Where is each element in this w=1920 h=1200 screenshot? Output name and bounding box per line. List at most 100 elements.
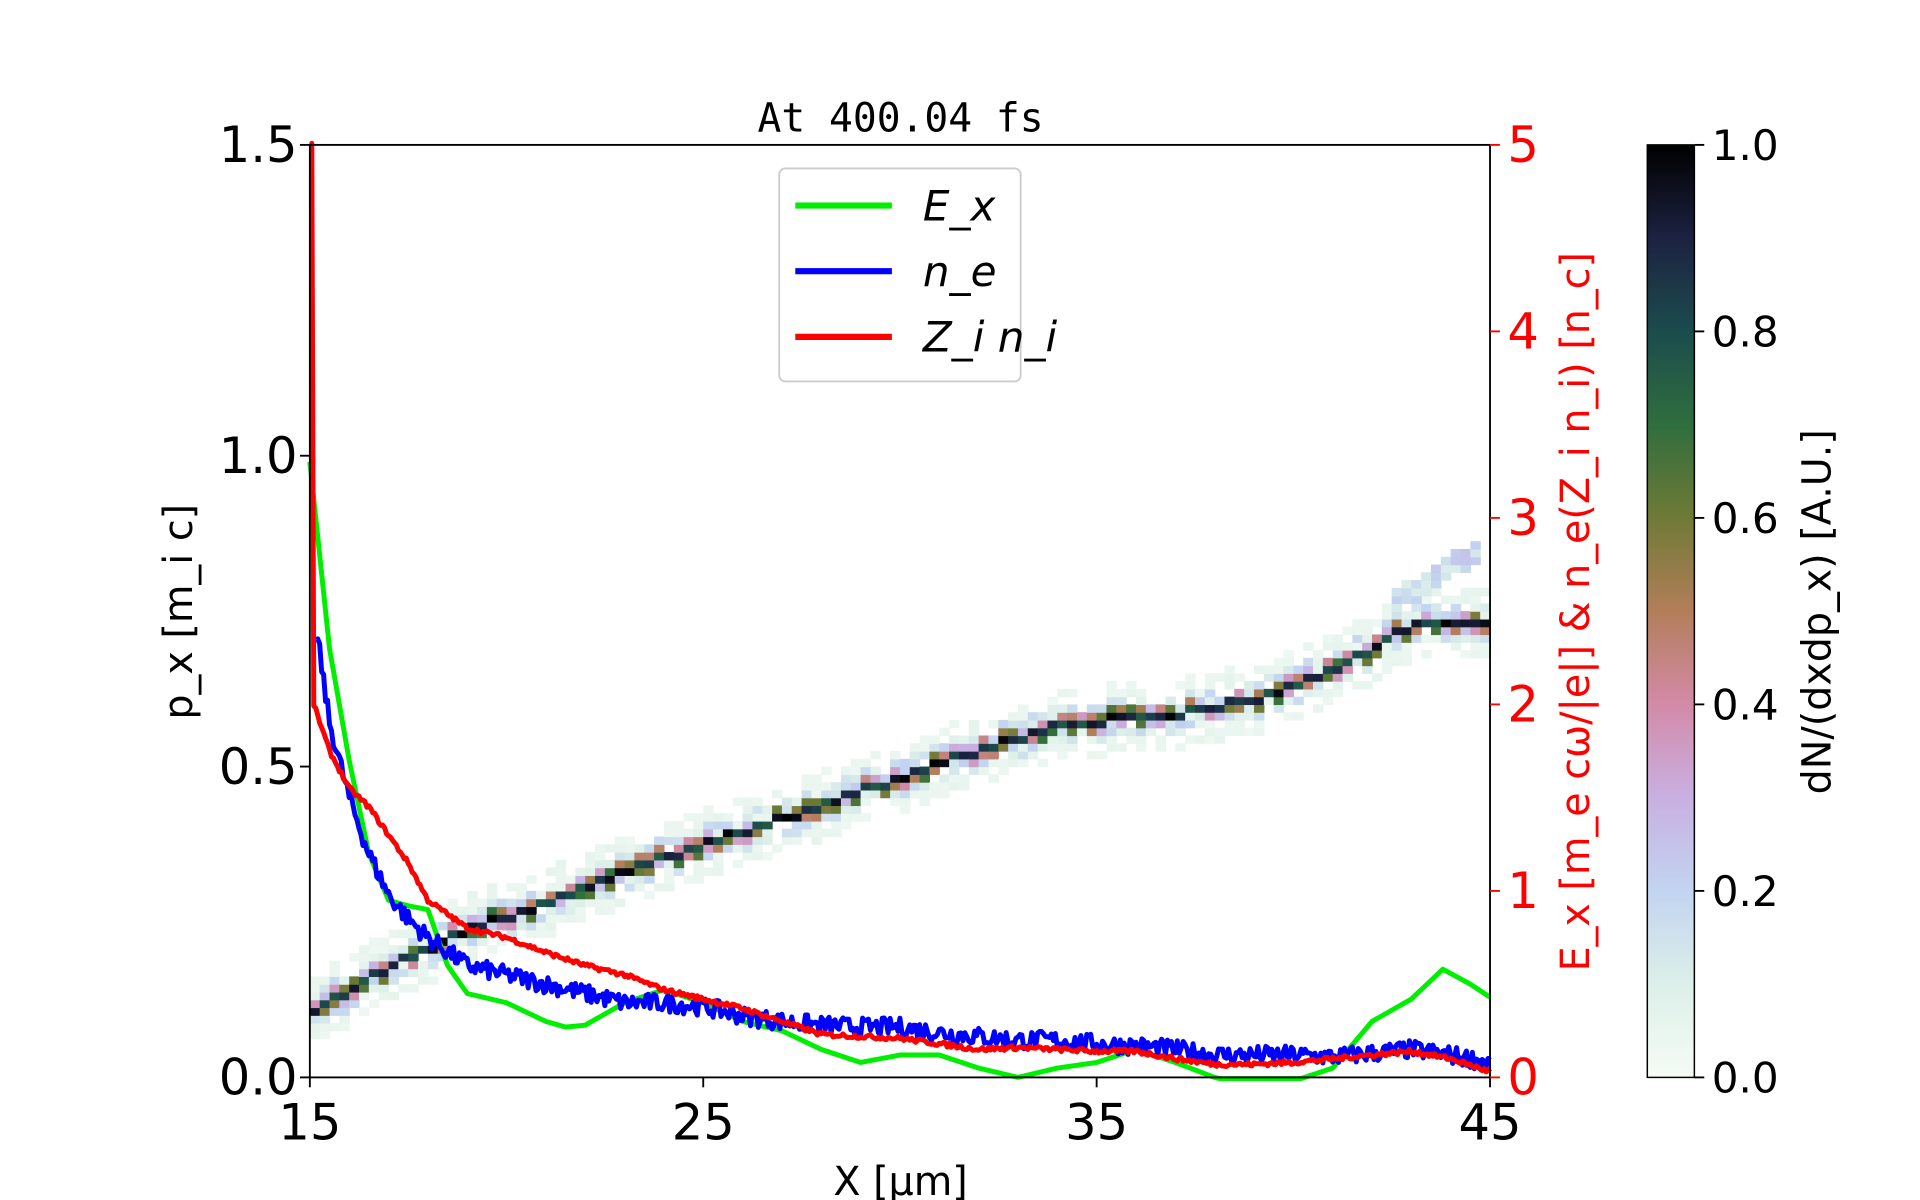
heatmap-cell — [545, 890, 557, 900]
heatmap-cell — [1008, 719, 1019, 729]
heatmap-cell — [309, 984, 321, 993]
heatmap-cell — [1470, 650, 1481, 659]
heatmap-cell — [673, 852, 685, 861]
heatmap-cell — [1204, 727, 1216, 737]
heatmap-cell — [457, 960, 468, 970]
heatmap-cell — [998, 743, 1009, 752]
y-right-tick-label: 4 — [1507, 303, 1539, 361]
heatmap-cell — [831, 797, 842, 807]
heatmap-cell — [713, 828, 724, 838]
heatmap-cell — [555, 859, 567, 869]
heatmap-cell — [752, 805, 763, 814]
heatmap-cell — [595, 898, 606, 908]
heatmap-cell — [604, 906, 616, 915]
heatmap-cell — [398, 929, 409, 939]
heatmap-cell — [1086, 727, 1098, 737]
heatmap-cell — [791, 820, 803, 830]
heatmap-cell — [840, 789, 852, 799]
heatmap-cell — [811, 828, 822, 838]
heatmap-cell — [860, 758, 872, 768]
heatmap-cell — [1450, 548, 1462, 558]
colorbar-tick-label: 0.2 — [1712, 867, 1779, 916]
heatmap-cell — [958, 758, 970, 768]
heatmap-cell — [1332, 650, 1344, 659]
heatmap-cell — [1283, 696, 1294, 706]
heatmap-cell — [850, 789, 862, 799]
heatmap-cell — [595, 906, 606, 915]
heatmap-cell — [1145, 719, 1157, 729]
heatmap-cell — [378, 968, 390, 977]
heatmap-cell — [329, 999, 340, 1009]
heatmap-cell — [368, 976, 380, 985]
heatmap-cell — [1352, 650, 1363, 659]
heatmap-cell — [1076, 727, 1088, 737]
heatmap-cell — [654, 836, 665, 845]
heatmap-cell — [1273, 704, 1285, 713]
heatmap-cell — [1440, 626, 1452, 636]
heatmap-cell — [408, 984, 419, 993]
heatmap-cell — [1224, 673, 1235, 682]
heatmap-cell — [860, 789, 872, 799]
heatmap-cell — [978, 751, 990, 760]
heatmap-cell — [988, 751, 999, 760]
heatmap-cell — [850, 813, 862, 822]
x-tick-label: 25 — [672, 1093, 735, 1151]
heatmap-cell — [998, 766, 1009, 775]
heatmap-cell — [516, 898, 527, 908]
heatmap-cell — [1322, 673, 1334, 682]
heatmap-cell — [673, 844, 685, 853]
heatmap-cell — [1057, 735, 1068, 744]
heatmap-cell — [929, 735, 940, 744]
heatmap-cell — [1204, 712, 1216, 721]
heatmap-cell — [1470, 595, 1481, 604]
heatmap-cell — [850, 797, 862, 807]
heatmap-cell — [781, 836, 793, 845]
heatmap-cell — [821, 813, 832, 822]
heatmap-cell — [418, 945, 429, 954]
heatmap-cell — [1224, 719, 1235, 729]
x-tick-label: 35 — [1065, 1093, 1128, 1151]
heatmap-cell — [1204, 735, 1216, 744]
heatmap-cell — [447, 898, 458, 908]
heatmap-cell — [418, 937, 429, 946]
heatmap-cell — [1342, 665, 1353, 674]
heatmap-cell — [772, 813, 783, 822]
heatmap-cell — [575, 883, 586, 892]
heatmap-cell — [890, 751, 901, 760]
heatmap-cell — [604, 859, 616, 869]
heatmap-cell — [1480, 650, 1491, 659]
heatmap-cell — [1460, 650, 1471, 659]
heatmap-cell — [929, 751, 940, 760]
heatmap-cell — [1253, 712, 1265, 721]
heatmap-cell — [703, 828, 714, 838]
heatmap-cell — [899, 789, 911, 799]
heatmap-cell — [673, 859, 685, 869]
heatmap-cell — [1470, 618, 1481, 628]
heatmap-cell — [359, 945, 370, 954]
heatmap-cell — [1135, 696, 1147, 706]
heatmap-cell — [349, 999, 360, 1009]
heatmap-cell — [899, 758, 911, 768]
heatmap-cell — [811, 789, 822, 799]
heatmap-cell — [1244, 712, 1255, 721]
heatmap-cell — [968, 727, 980, 737]
heatmap-cell — [1145, 727, 1157, 737]
heatmap-cell — [1027, 719, 1039, 729]
heatmap-cell — [1391, 618, 1403, 628]
heatmap-cell — [1204, 719, 1216, 729]
heatmap-cell — [939, 789, 950, 799]
heatmap-cell — [1185, 673, 1196, 682]
heatmap-cell — [1470, 611, 1481, 620]
heatmap-cell — [585, 898, 596, 908]
heatmap-cell — [762, 820, 773, 830]
heatmap-cell — [526, 906, 537, 915]
heatmap-cell — [604, 875, 616, 884]
heatmap-cell — [1008, 743, 1019, 752]
legend-label-ex: E_x — [923, 181, 997, 230]
heatmap-cell — [1116, 704, 1127, 713]
heatmap-cell — [496, 898, 508, 908]
heatmap-cell — [467, 898, 478, 908]
heatmap-cell — [968, 758, 980, 768]
heatmap-cell — [1106, 719, 1117, 729]
heatmap-cell — [1322, 696, 1334, 706]
